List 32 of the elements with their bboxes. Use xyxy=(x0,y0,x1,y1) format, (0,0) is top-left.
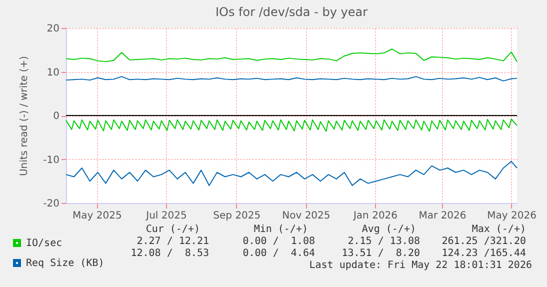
text: 0.00 / 4.64 xyxy=(242,248,315,260)
text: Cur (-/+) xyxy=(146,224,200,236)
y-tick-label: -20 xyxy=(43,198,60,210)
line-series xyxy=(66,48,518,62)
y-tick-label: 20 xyxy=(46,24,60,34)
line-series xyxy=(66,160,518,186)
legend-label: IO/sec xyxy=(26,238,62,249)
text: 2.27 / 12.21 xyxy=(136,236,209,248)
x-tick-label: Mar 2026 xyxy=(418,210,466,222)
x-tick-label: Jan 2026 xyxy=(352,210,398,222)
y-axis-title: Units read (-) / write (+) xyxy=(19,56,30,176)
x-tick-label: May 2026 xyxy=(487,210,536,222)
text: Min (-/+) xyxy=(254,224,308,236)
x-tick-label: Nov 2025 xyxy=(282,210,330,222)
text: 261.25 /321.20 xyxy=(442,236,526,248)
text: 13.51 / 8.20 xyxy=(342,248,420,260)
x-tick-label: Jul 2025 xyxy=(145,210,187,222)
text: Last update: Fri May 22 18:01:31 2026 xyxy=(309,260,532,272)
text: 2.15 / 13.08 xyxy=(348,236,420,248)
text: Avg (-/+) xyxy=(362,224,416,236)
legend-label: Req Size (KB) xyxy=(26,258,104,269)
y-tick-label: 10 xyxy=(46,67,60,78)
y-tick-label: -10 xyxy=(43,154,60,166)
text: 124.23 /165.44 xyxy=(442,248,526,260)
y-tick-label: 0 xyxy=(53,111,60,122)
chart-title: IOs for /dev/sda - by year xyxy=(215,5,368,19)
x-tick-label: May 2025 xyxy=(72,210,122,222)
line-series xyxy=(66,118,518,132)
x-tick-label: Sep 2025 xyxy=(213,210,261,222)
text: Max (-/+) xyxy=(472,224,526,236)
text: 0.00 / 1.08 xyxy=(242,236,315,248)
text: 12.08 / 8.53 xyxy=(130,248,209,260)
